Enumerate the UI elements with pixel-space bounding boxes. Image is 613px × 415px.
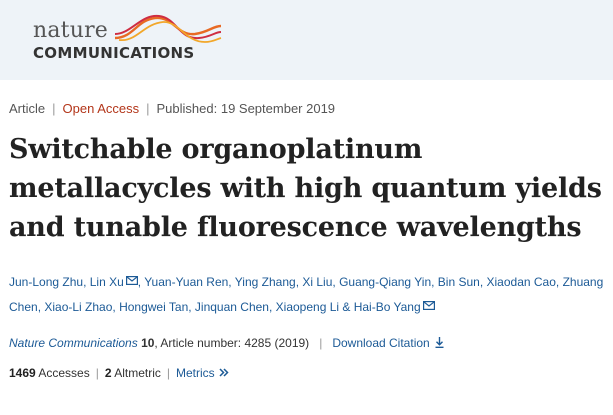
metrics-bar: 1469 Accesses | 2 Altmetric | Metrics bbox=[9, 366, 229, 380]
author-link[interactable]: Xiaopeng Li bbox=[275, 300, 340, 314]
email-icon[interactable] bbox=[125, 276, 138, 285]
double-chevron-right-icon bbox=[219, 368, 229, 377]
site-header: nature COMMUNICATIONS bbox=[0, 0, 613, 80]
author-link[interactable]: Hai-Bo Yang bbox=[353, 300, 421, 314]
author-link[interactable]: Xi Liu bbox=[302, 275, 333, 289]
citation-divider: | bbox=[319, 336, 323, 350]
metrics-link-label: Metrics bbox=[176, 366, 215, 380]
author-link[interactable]: Yuan-Yuan Ren bbox=[144, 275, 229, 289]
author-separator: , bbox=[431, 275, 438, 289]
metrics-divider: | bbox=[166, 366, 171, 380]
author-separator: , bbox=[332, 275, 340, 289]
author-separator: , bbox=[268, 300, 276, 314]
altmetric-count: 2 bbox=[104, 366, 112, 380]
published-date: Published: 19 September 2019 bbox=[156, 101, 336, 116]
citation-line: Nature Communications 10, Article number… bbox=[9, 336, 444, 350]
metrics-link[interactable]: Metrics bbox=[176, 366, 229, 380]
author-separator: , bbox=[555, 275, 563, 289]
download-citation-link[interactable]: Download Citation bbox=[332, 336, 444, 350]
download-citation-label: Download Citation bbox=[332, 336, 430, 350]
article-meta: Article | Open Access | Published: 19 Septem… bbox=[9, 101, 335, 116]
author-separator: & bbox=[339, 300, 354, 314]
author-separator: , bbox=[112, 300, 120, 314]
nature-communications-logo[interactable]: nature COMMUNICATIONS bbox=[33, 12, 223, 64]
author-separator: , bbox=[295, 275, 303, 289]
meta-divider: | bbox=[52, 101, 56, 116]
author-separator: , bbox=[37, 300, 45, 314]
logo-communications-text: COMMUNICATIONS bbox=[33, 44, 195, 62]
author-link[interactable]: Xiao-Li Zhao bbox=[44, 300, 113, 314]
meta-divider: | bbox=[146, 101, 150, 116]
author-separator: , bbox=[479, 275, 487, 289]
altmetric-label: Altmetric bbox=[114, 366, 161, 380]
article-number: , Article number: 4285 (2019) bbox=[154, 336, 310, 350]
email-icon[interactable] bbox=[422, 301, 435, 310]
download-icon bbox=[435, 337, 444, 348]
journal-name-link[interactable]: Nature Communications bbox=[9, 336, 138, 350]
author-link[interactable]: Lin Xu bbox=[89, 275, 124, 289]
article-type: Article bbox=[9, 101, 46, 116]
author-link[interactable]: Zhuang Chen bbox=[9, 275, 604, 314]
accesses-count: 1469 bbox=[9, 366, 36, 380]
article-title: Switchable organoplatinum metallacycles … bbox=[9, 134, 602, 243]
logo-wave-graphic bbox=[114, 14, 222, 43]
author-link[interactable]: Xiaodan Cao bbox=[486, 275, 556, 289]
journal-volume: 10 bbox=[141, 336, 155, 350]
author-separator: , bbox=[83, 275, 90, 289]
author-separator: , bbox=[228, 275, 235, 289]
accesses-label: Accesses bbox=[38, 366, 90, 380]
author-list: Jun-Long Zhu, Lin Xu, Yuan-Yuan Ren, Yin… bbox=[9, 270, 609, 320]
author-separator: , bbox=[137, 275, 145, 289]
author-link[interactable]: Hongwei Tan bbox=[119, 300, 189, 314]
author-separator: , bbox=[188, 300, 195, 314]
author-link[interactable]: Jun-Long Zhu bbox=[9, 275, 84, 289]
logo-nature-text: nature bbox=[33, 18, 109, 43]
metrics-divider: | bbox=[95, 366, 99, 380]
open-access-badge: Open Access bbox=[62, 101, 140, 116]
author-link[interactable]: Ying Zhang bbox=[234, 275, 296, 289]
author-link[interactable]: Jinquan Chen bbox=[194, 300, 269, 314]
author-link[interactable]: Bin Sun bbox=[437, 275, 480, 289]
author-link[interactable]: Guang-Qiang Yin bbox=[339, 275, 432, 289]
